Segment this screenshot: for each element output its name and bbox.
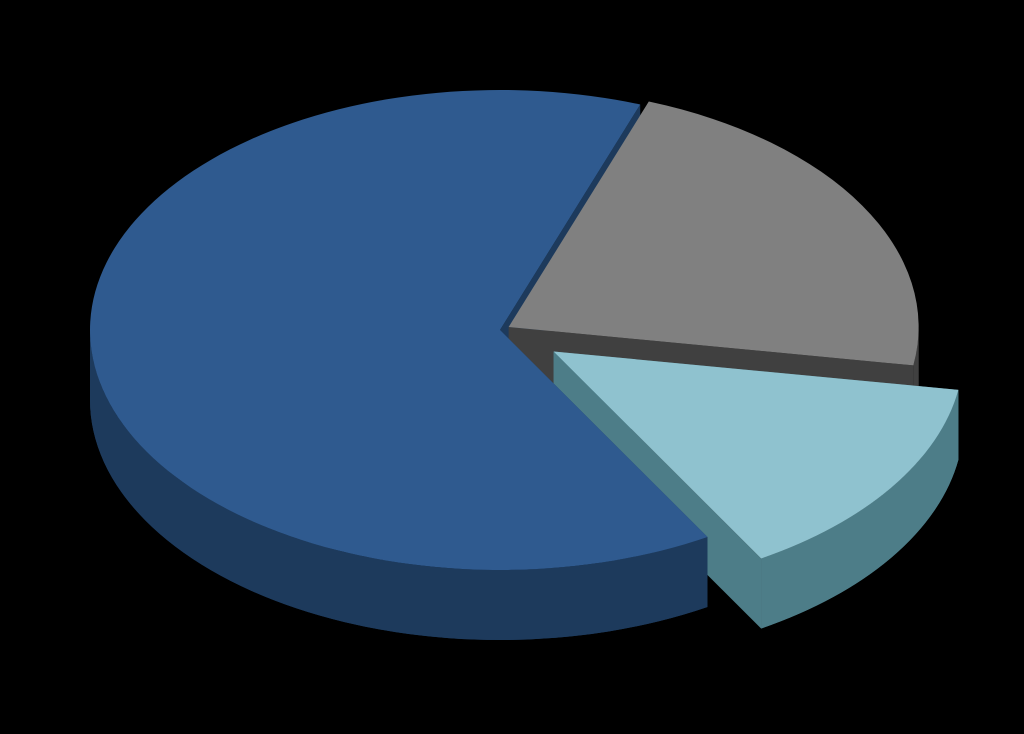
pie-chart <box>0 0 1024 734</box>
